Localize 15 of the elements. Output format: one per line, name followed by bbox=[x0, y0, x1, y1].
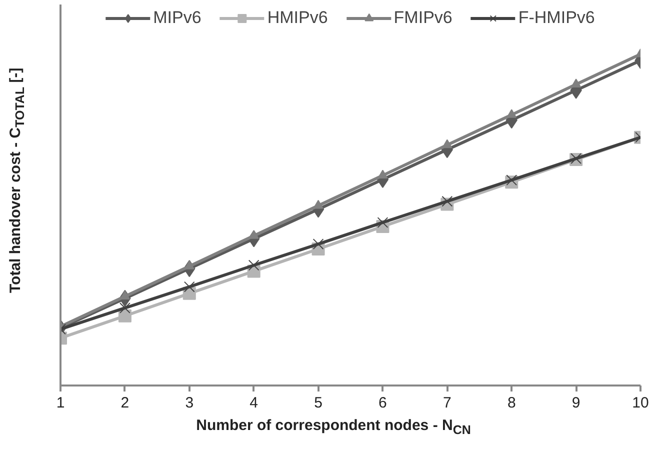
legend-label: F-HMIPv6 bbox=[518, 8, 595, 28]
x-tick-label: 8 bbox=[507, 394, 516, 412]
legend-label: FMIPv6 bbox=[394, 8, 452, 28]
x-tick-label: 2 bbox=[120, 394, 130, 412]
x-tick-label: 5 bbox=[314, 394, 322, 412]
x-tick-label: 1 bbox=[56, 394, 65, 412]
x-tick-label: 7 bbox=[442, 394, 452, 412]
legend-label: HMIPv6 bbox=[267, 8, 328, 28]
x-tick-label: 6 bbox=[378, 394, 387, 412]
x-tick-label: 9 bbox=[572, 394, 580, 412]
x-tick-label: 4 bbox=[250, 394, 258, 412]
x-tick-label: 10 bbox=[632, 394, 649, 412]
x-axis-title: Number of correspondent nodes - N$_{CN}$ bbox=[195, 416, 472, 439]
x-tick-label: 3 bbox=[185, 394, 194, 412]
legend-label: MIPv6 bbox=[153, 8, 202, 28]
